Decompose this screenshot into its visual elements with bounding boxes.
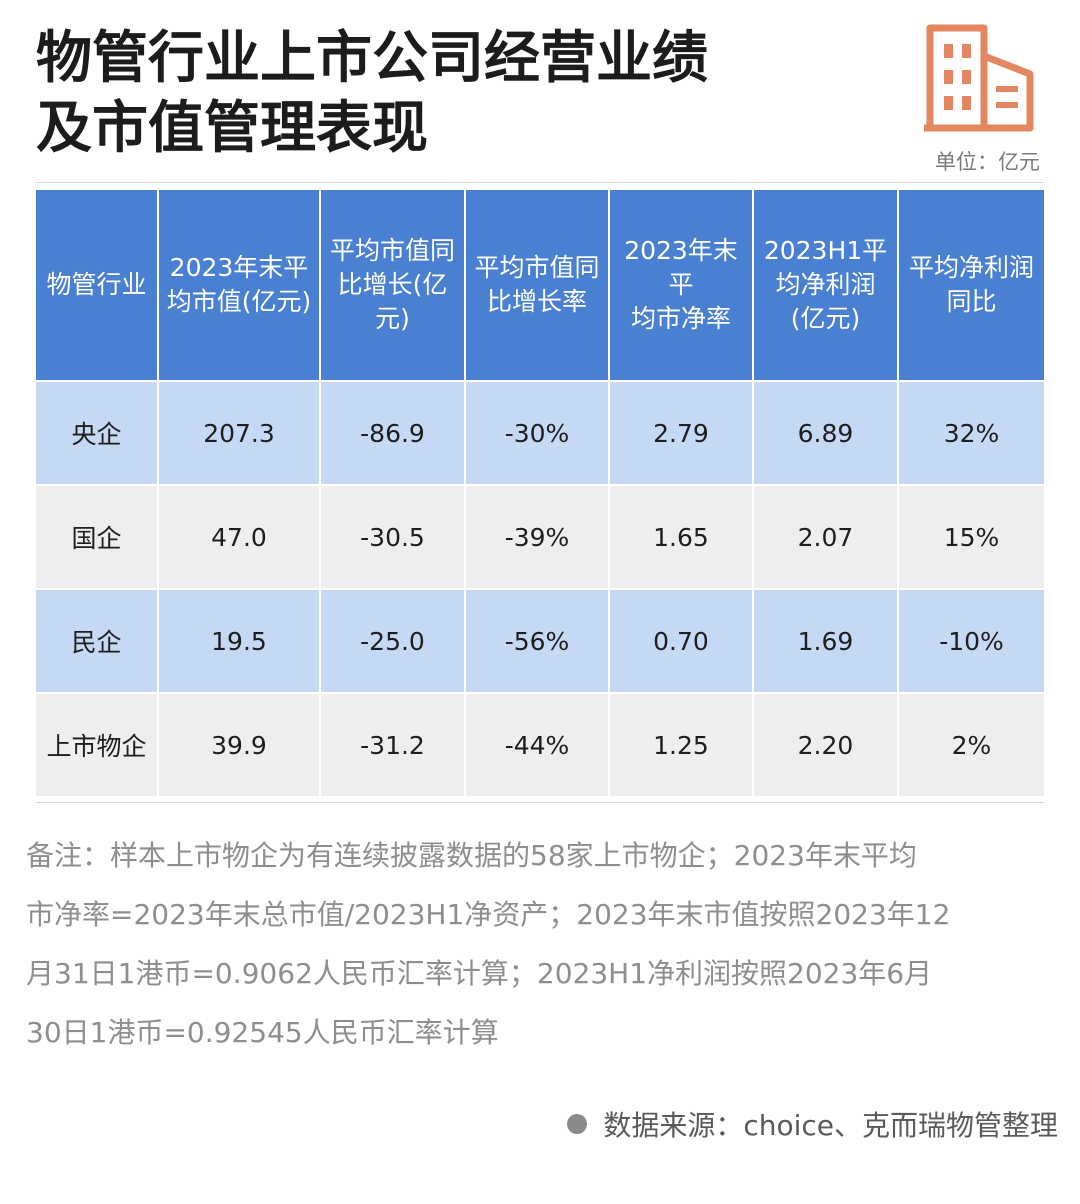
row-label: 国企 xyxy=(36,486,159,590)
column-header-text: 平均净利润 xyxy=(908,253,1034,282)
column-header-text: 比增长率 xyxy=(486,287,587,316)
column-header: 物管行业 xyxy=(36,190,159,382)
table-cell: 2.07 xyxy=(754,486,899,590)
column-header-text: 物管行业 xyxy=(46,270,147,299)
table-cell: -44% xyxy=(466,694,610,798)
table-cell: 2.79 xyxy=(610,382,754,486)
column-header: 平均市值同比增长(亿元) xyxy=(321,190,466,382)
table-cell: -10% xyxy=(899,590,1044,694)
table-cell: 6.89 xyxy=(754,382,899,486)
table-cell: -31.2 xyxy=(321,694,466,798)
table-cell: -86.9 xyxy=(321,382,466,486)
column-header-text: 2023年末平 xyxy=(169,253,309,282)
column-header-text: 同比 xyxy=(946,287,997,316)
table-cell: 1.25 xyxy=(610,694,754,798)
table-cell: -30.5 xyxy=(321,486,466,590)
column-header-text: 平均市值同 xyxy=(474,253,600,282)
table-cell: 207.3 xyxy=(159,382,321,486)
column-header: 2023年末平 均市值(亿元) xyxy=(159,190,321,382)
row-label: 上市物企 xyxy=(36,694,159,798)
column-header-text: 比增长(亿 xyxy=(337,270,448,299)
data-table: 物管行业 2023年末平 均市值(亿元) 平均市值同 比增长(亿 元) 平均市值同 比增长率 2… xyxy=(36,190,1044,798)
footnote: 备注：样本上市物企为有连续披露数据的58家上市物企；2023年末平均 市净率=2… xyxy=(26,826,1036,1062)
table-cell: 39.9 xyxy=(159,694,321,798)
column-header: 平均市值同 比增长率 xyxy=(466,190,610,382)
column-header: 2023H1平 均净利润 (亿元) xyxy=(754,190,899,382)
table-cell: -25.0 xyxy=(321,590,466,694)
footnote-line: 市净率=2023年末总市值/2023H1净资产；2023年末市值按照2023年1… xyxy=(26,898,951,931)
column-header: 平均净利润 同比 xyxy=(899,190,1044,382)
column-header-text: 均市值(亿元) xyxy=(166,287,312,316)
table-cell: 2% xyxy=(899,694,1044,798)
row-label: 央企 xyxy=(36,382,159,486)
table-cell: 1.69 xyxy=(754,590,899,694)
footnote-line: 月31日1港币=0.9062人民币汇率计算；2023H1净利润按照2023年6月 xyxy=(26,957,933,990)
row-label: 民企 xyxy=(36,590,159,694)
building-icon xyxy=(924,24,1034,132)
page-title: 物管行业上市公司经营业绩 及市值管理表现 xyxy=(36,24,856,164)
table-cell: 0.70 xyxy=(610,590,754,694)
table-cell: -39% xyxy=(466,486,610,590)
footnote-line: 30日1港币=0.92545人民币汇率计算 xyxy=(26,1016,499,1049)
column-header-text: 平均市值同 xyxy=(329,236,455,265)
bottom-divider xyxy=(36,802,1044,803)
column-header-text: 2023年末平 xyxy=(624,236,738,299)
unit-label: 单位：亿元 xyxy=(935,150,1040,174)
column-header-text: (亿元) xyxy=(790,304,861,333)
top-divider xyxy=(36,182,1044,183)
table-cell: 1.65 xyxy=(610,486,754,590)
title-line: 物管行业上市公司经营业绩 xyxy=(36,26,708,91)
table-cell: -30% xyxy=(466,382,610,486)
title-line: 及市值管理表现 xyxy=(36,96,428,161)
column-header-text: 元) xyxy=(375,304,410,333)
column-header-text: 均市净率 xyxy=(630,304,731,333)
table-cell: 47.0 xyxy=(159,486,321,590)
table-cell: 32% xyxy=(899,382,1044,486)
column-header-text: 2023H1平 xyxy=(763,236,888,265)
column-header-text: 均净利润 xyxy=(775,270,876,299)
bullet-dot-icon xyxy=(567,1114,588,1134)
table-cell: 2.20 xyxy=(754,694,899,798)
table-cell: 19.5 xyxy=(159,590,321,694)
footnote-line: 备注：样本上市物企为有连续披露数据的58家上市物企；2023年末平均 xyxy=(26,839,917,872)
column-header: 2023年末平均市净率 xyxy=(610,190,754,382)
source-text: 数据来源：choice、克而瑞物管整理 xyxy=(603,1109,1058,1142)
table-cell: 15% xyxy=(899,486,1044,590)
source-line: 数据来源：choice、克而瑞物管整理 xyxy=(567,1104,1058,1144)
table-cell: -56% xyxy=(466,590,610,694)
